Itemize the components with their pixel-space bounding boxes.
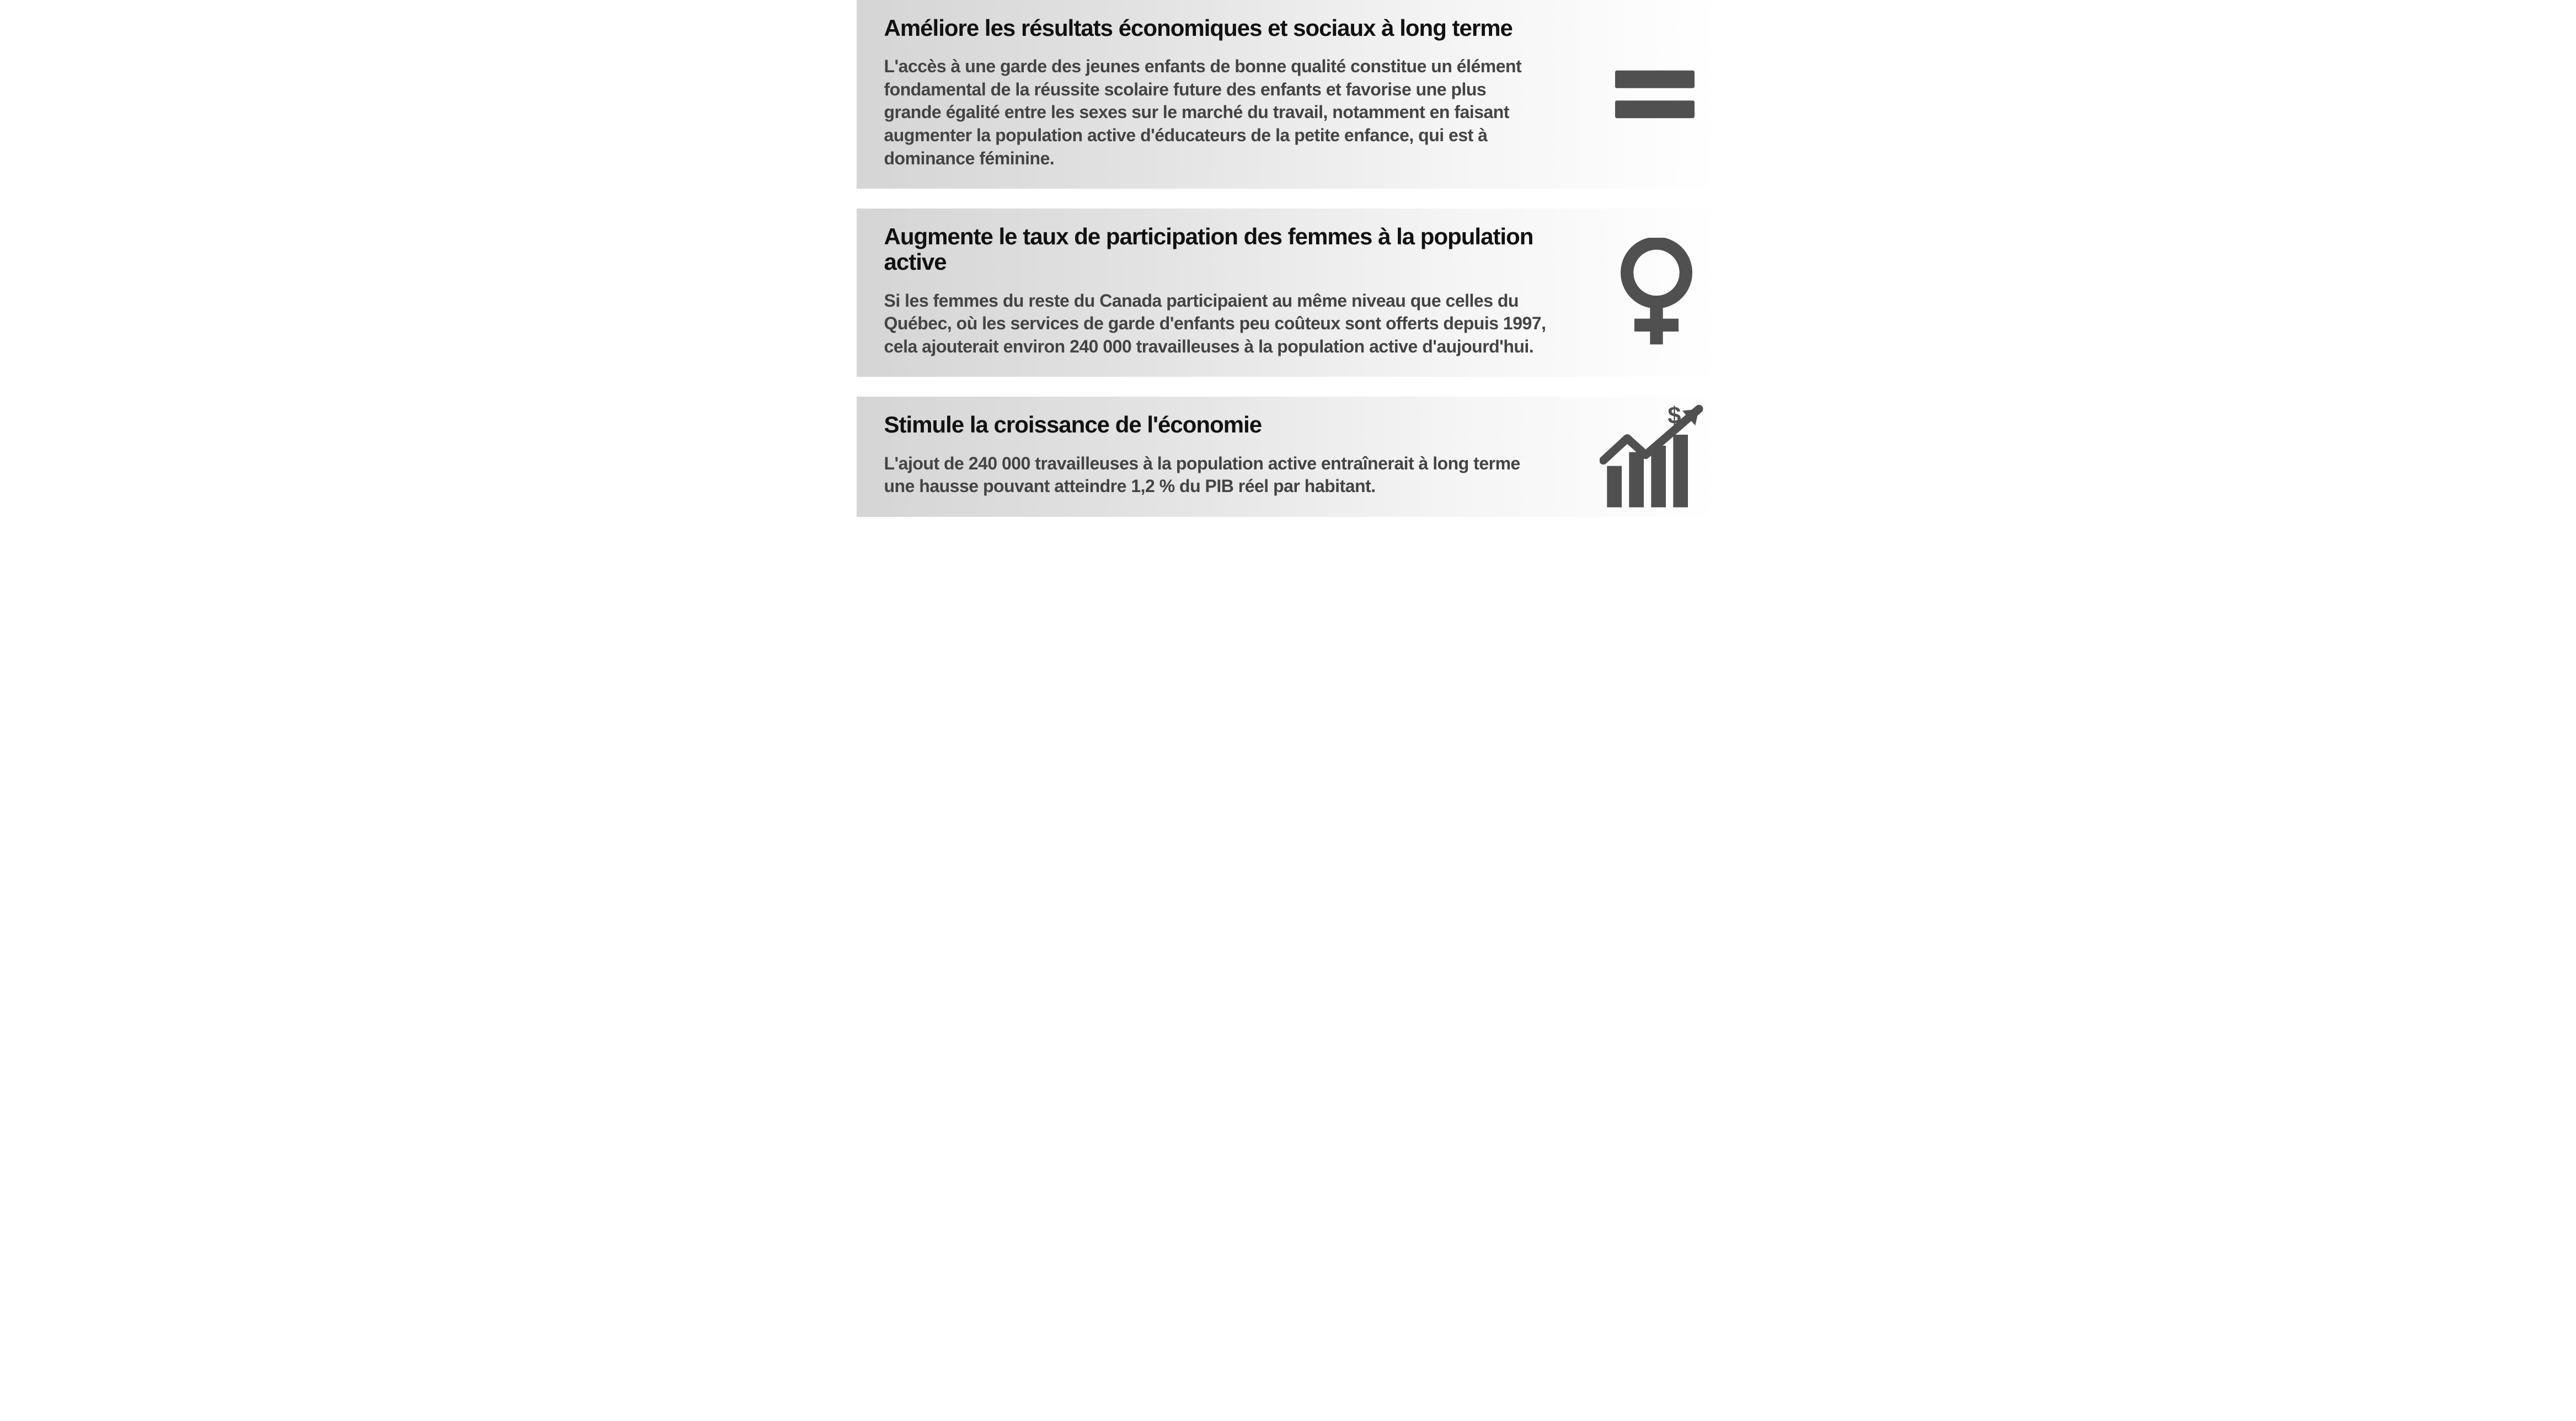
- equals-icon: [1611, 61, 1699, 127]
- card-body: L'ajout de 240 000 travailleuses à la po…: [884, 452, 1546, 498]
- card-body: Si les femmes du reste du Canada partici…: [884, 290, 1546, 359]
- info-card: Augmente le taux de participation des fe…: [857, 209, 1720, 377]
- card-title: Stimule la croissance de l'économie: [884, 412, 1599, 437]
- card-body: L'accès à une garde des jeunes enfants d…: [884, 55, 1546, 170]
- growth-chart-icon: $: [1600, 402, 1710, 512]
- svg-text:$: $: [1668, 403, 1681, 429]
- card-title: Augmente le taux de participation des fe…: [884, 224, 1599, 275]
- female-icon: [1610, 238, 1703, 348]
- info-card: Stimule la croissance de l'économie L'aj…: [857, 397, 1720, 516]
- infographic-card-list: Améliore les résultats économiques et so…: [857, 0, 1720, 517]
- info-card: Améliore les résultats économiques et so…: [857, 0, 1720, 189]
- card-title: Améliore les résultats économiques et so…: [884, 15, 1599, 41]
